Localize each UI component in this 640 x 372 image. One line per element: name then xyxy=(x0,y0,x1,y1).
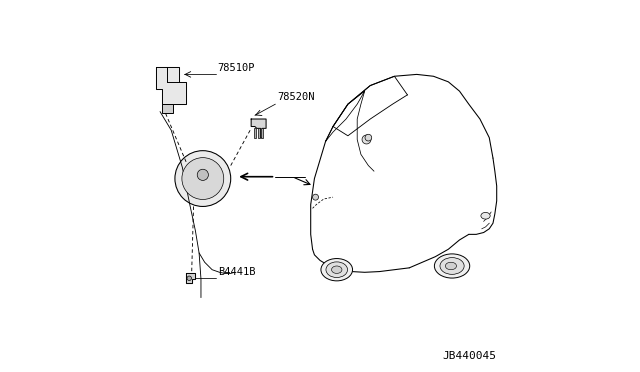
Ellipse shape xyxy=(445,262,456,270)
Text: 78520N: 78520N xyxy=(277,92,315,102)
Circle shape xyxy=(362,135,371,144)
Ellipse shape xyxy=(321,259,353,281)
Text: JB440045: JB440045 xyxy=(443,351,497,361)
Circle shape xyxy=(175,151,230,206)
Bar xyxy=(254,128,257,138)
Ellipse shape xyxy=(332,266,342,273)
FancyBboxPatch shape xyxy=(162,104,173,113)
Circle shape xyxy=(182,158,224,199)
Polygon shape xyxy=(186,273,195,283)
Ellipse shape xyxy=(435,254,470,278)
Circle shape xyxy=(365,134,372,141)
Circle shape xyxy=(197,169,209,180)
Polygon shape xyxy=(251,119,266,138)
Text: B4441B: B4441B xyxy=(218,267,255,277)
Ellipse shape xyxy=(481,212,490,219)
Ellipse shape xyxy=(326,262,348,278)
Text: 78510P: 78510P xyxy=(218,62,255,73)
Ellipse shape xyxy=(440,257,464,275)
Bar xyxy=(261,128,263,138)
Circle shape xyxy=(312,194,319,200)
Circle shape xyxy=(187,276,191,280)
Bar xyxy=(257,128,260,138)
Polygon shape xyxy=(156,67,186,104)
